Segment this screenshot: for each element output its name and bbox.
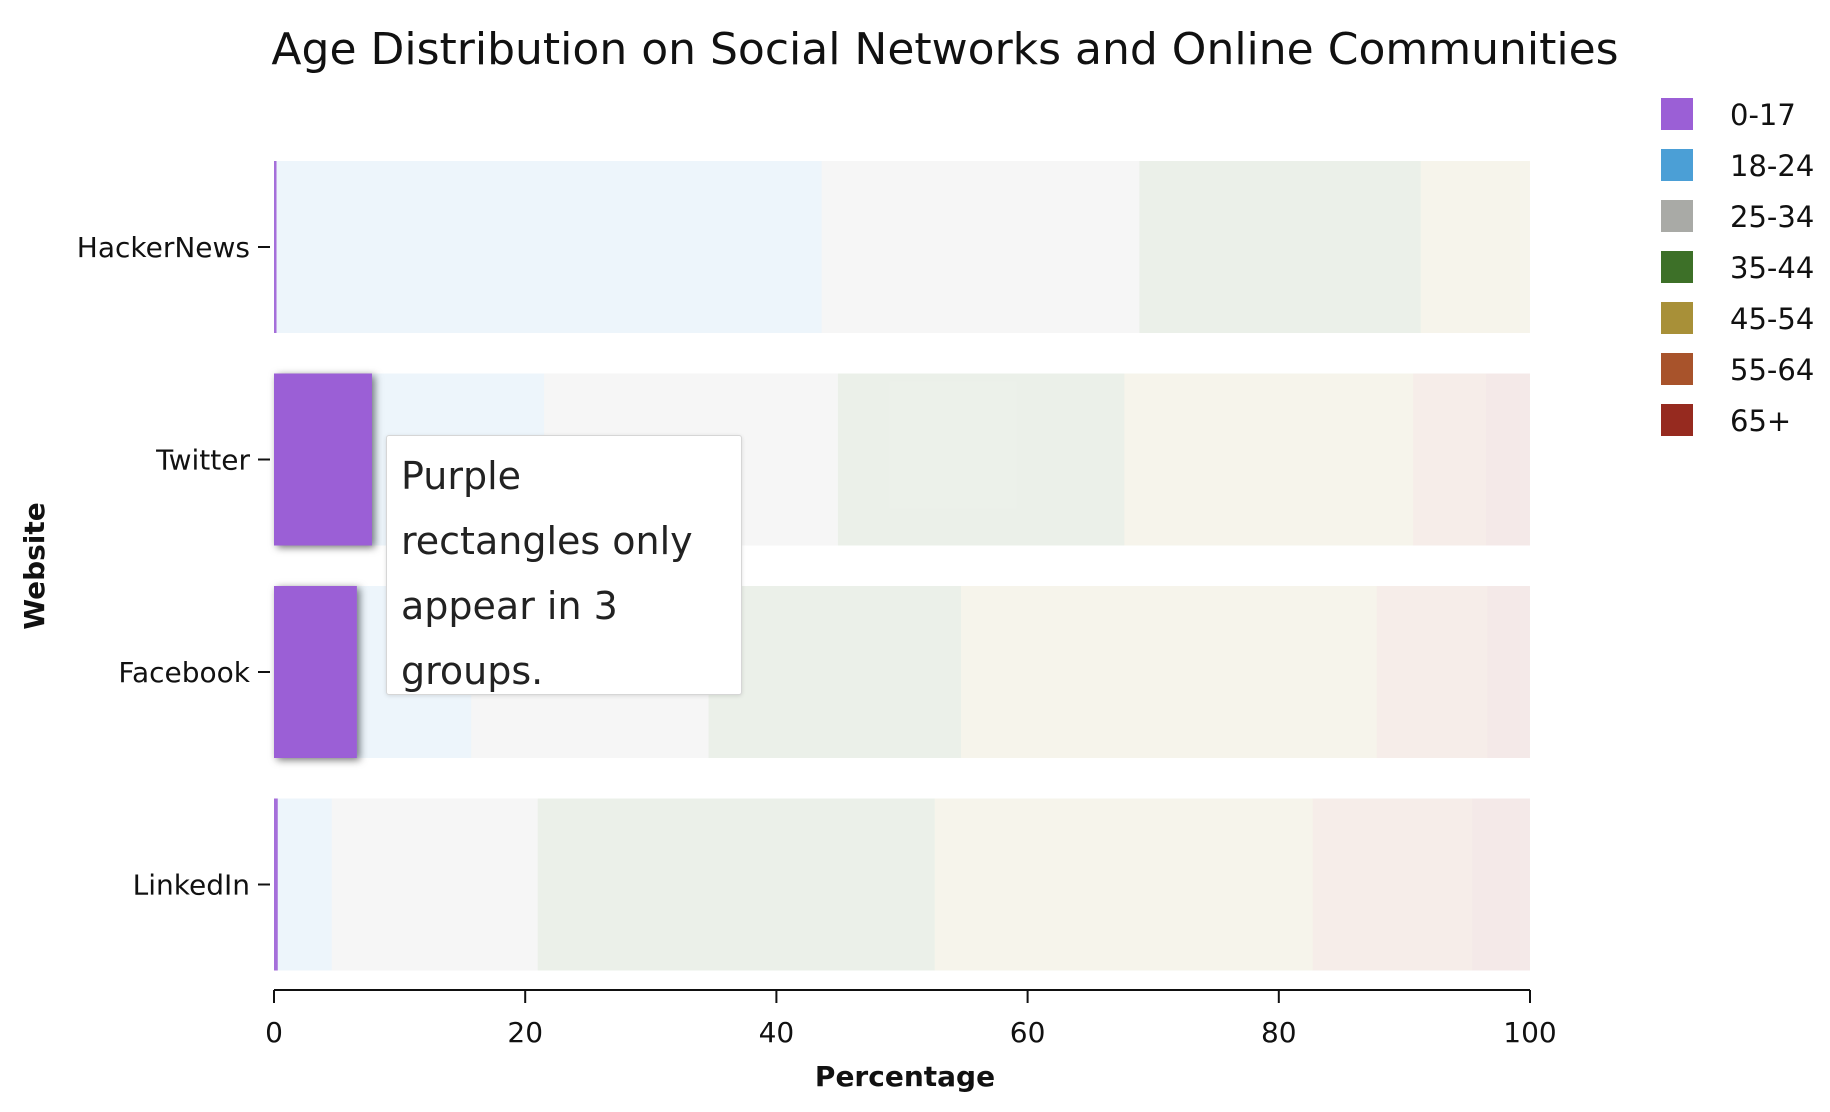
bar-hackernews-25-34[interactable] [821,161,1140,333]
y-tick-label-twitter: Twitter [155,444,250,477]
legend-swatch-45-54 [1661,302,1693,334]
bar-twitter-35-44[interactable] [837,373,1125,546]
legend-swatch-25-34 [1661,200,1693,232]
x-tick-label-0: 0 [265,1016,283,1049]
legend: 0-17 18-24 25-34 35-44 45-54 55-64 65+ [1661,98,1814,438]
legend-label-65: 65+ [1730,404,1791,438]
legend-label-18-24: 18-24 [1730,149,1814,183]
x-tick-label-100: 100 [1503,1016,1556,1049]
bar-linkedin-45-54[interactable] [934,798,1313,971]
bar-linkedin-18-24[interactable] [277,798,332,971]
legend-swatch-65 [1661,404,1693,436]
bar-twitter-0-17[interactable] [274,373,372,546]
bar-twitter-45-54[interactable] [1124,373,1414,546]
bar-hackernews-18-24[interactable] [276,161,822,333]
x-axis-title: Percentage [815,1060,995,1093]
legend-swatch-0-17 [1661,98,1693,130]
bar-facebook-35-44[interactable] [708,586,962,758]
bar-facebook-45-54[interactable] [961,586,1377,758]
x-axis: 0 20 40 60 80 100 [265,989,1557,1049]
bar-facebook-65[interactable] [1487,586,1530,758]
legend-swatch-18-24 [1661,149,1693,181]
x-tick-label-80: 80 [1261,1016,1297,1049]
y-tick-label-linkedin: LinkedIn [133,869,250,902]
legend-swatch-35-44 [1661,251,1693,283]
bar-linkedin-35-44[interactable] [537,798,935,971]
x-tick-label-20: 20 [507,1016,543,1049]
legend-label-45-54: 45-54 [1730,302,1814,336]
legend-swatch-55-64 [1661,353,1693,385]
legend-label-25-34: 25-34 [1730,200,1814,234]
x-tick-label-60: 60 [1010,1016,1046,1049]
bar-linkedin-25-34[interactable] [331,798,538,971]
bar-facebook-0-17[interactable] [274,586,357,758]
y-tick-label-hackernews: HackerNews [77,231,250,264]
tooltip-text: Purple rectangles only appear in 3 group… [401,454,693,693]
bar-linkedin-0-17[interactable] [274,798,278,971]
bar-hackernews-0-17[interactable] [274,161,277,333]
legend-label-35-44: 35-44 [1730,251,1814,285]
chart-title: Age Distribution on Social Networks and … [271,24,1618,75]
y-axis-title: Website [18,502,51,630]
y-axis: HackerNews Twitter Facebook LinkedIn [77,231,270,902]
y-tick-label-facebook: Facebook [118,656,250,689]
legend-label-0-17: 0-17 [1730,98,1796,132]
bar-linkedin-65[interactable] [1472,798,1530,971]
bar-facebook-55-64[interactable] [1376,586,1488,758]
bar-twitter-55-64[interactable] [1413,373,1487,546]
bar-linkedin-55-64[interactable] [1312,798,1473,971]
bar-twitter-65[interactable] [1486,373,1530,546]
x-tick-label-40: 40 [759,1016,795,1049]
bar-hackernews-35-44[interactable] [1139,161,1421,333]
tooltip: Purple rectangles only appear in 3 group… [386,435,742,695]
legend-label-55-64: 55-64 [1730,353,1814,387]
bar-hackernews-45-54[interactable] [1420,161,1530,333]
